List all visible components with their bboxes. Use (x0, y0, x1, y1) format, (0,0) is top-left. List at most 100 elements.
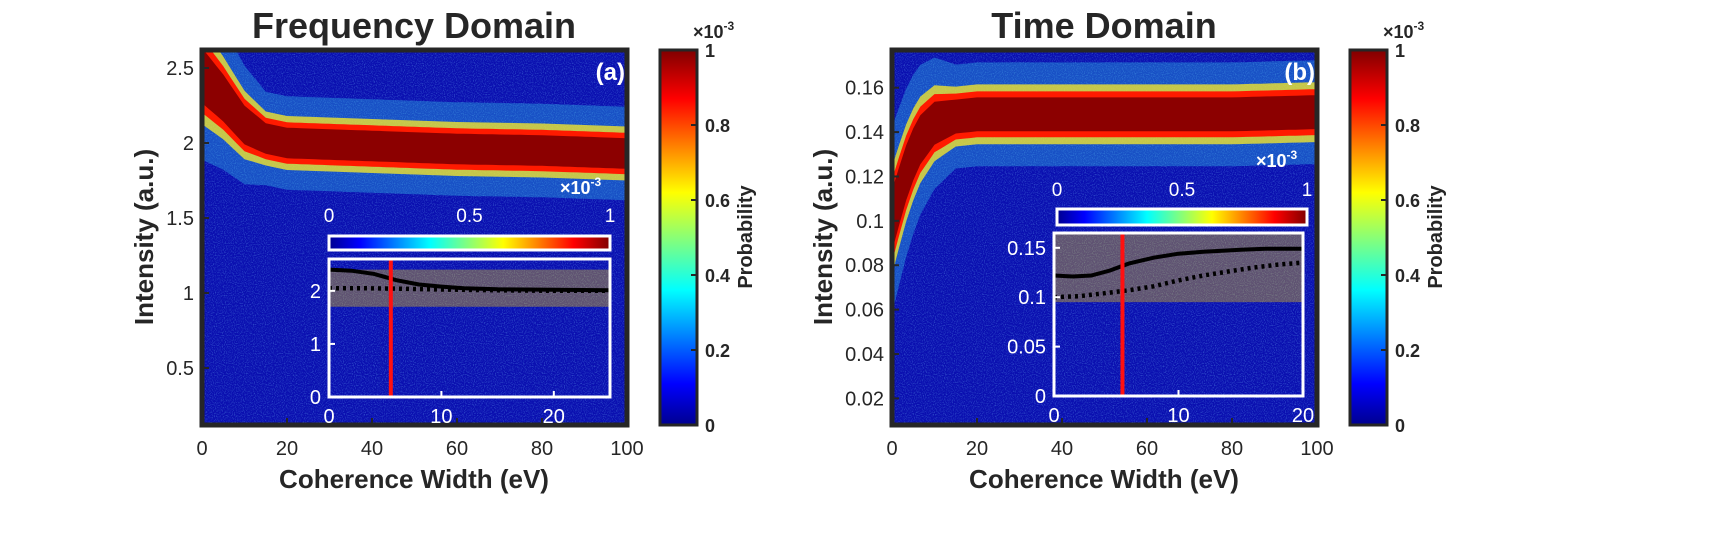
panel-a-inset-colorbar-ticks: 0 0.5 1 (324, 206, 616, 227)
panel-b-colorbar: ×10-3 0 0.2 0.4 0.6 0.8 1 Probability (1348, 19, 1447, 436)
x-tick-label: 40 (1051, 438, 1073, 460)
x-tick-label: 80 (531, 438, 553, 460)
panel-b-y-label: Intensity (a.u.) (808, 149, 838, 325)
panel-b-colorbar-label: Probability (1425, 184, 1447, 288)
y-tick-label: 2 (183, 133, 194, 155)
inset-x-tick-label: 0 (1048, 405, 1059, 427)
panel-a-inset-colorbar-bar (327, 234, 612, 252)
panel-b-x-label: Coherence Width (eV) (969, 464, 1239, 494)
panel-b-inset-solid-line (1054, 246, 1303, 279)
y-tick-label: 0.5 (166, 358, 194, 380)
y-tick-label: 0.16 (845, 78, 884, 100)
y-tick-label: 0.12 (845, 166, 884, 188)
panel-a-title: Frequency Domain (252, 5, 576, 46)
x-tick-label: 80 (1221, 438, 1243, 460)
panel-b-colorbar-bar (1348, 48, 1389, 427)
y-tick-label: 2.5 (166, 58, 194, 80)
panel-a-colorbar-ticks: 0 0.2 0.4 0.6 0.8 1 (691, 41, 730, 436)
inset-y-tick-label: 2 (310, 281, 321, 303)
panel-a-panel-label: (a) (596, 59, 625, 86)
panel-a-inset-x-ticks: 0 10 20 (323, 391, 565, 428)
x-tick-label: 0 (886, 438, 897, 460)
inset-colorbar-tick-label: 0.5 (1169, 180, 1195, 201)
panel-b-colorbar-ticks: 0 0.2 0.4 0.6 0.8 1 (1381, 41, 1420, 436)
panel-b-colorbar-exponent: ×10-3 (1383, 19, 1425, 42)
panel-b-frame (889, 47, 1320, 428)
panel-b-x-ticks: 0 20 40 60 80 100 (886, 418, 1334, 460)
inset-colorbar-tick-label: 1 (605, 206, 616, 227)
panel-a-inset-y-ticks: 0 1 2 (310, 281, 335, 409)
colorbar-tick-label: 1 (705, 41, 715, 61)
panel-b-inset-colorbar-ticks: 0 0.5 1 (1052, 180, 1313, 201)
inset-y-tick-label: 0.15 (1007, 238, 1046, 260)
panel-a-inset-dotted-line (329, 285, 610, 294)
inset-y-tick-label: 0.1 (1018, 287, 1046, 309)
x-tick-label: 60 (446, 438, 468, 460)
colorbar-tick-label: 1 (1395, 41, 1405, 61)
inset-y-tick-label: 0 (1035, 386, 1046, 408)
panel-b-ridge-band-dark (892, 95, 1317, 252)
y-tick-label: 0.14 (845, 122, 884, 144)
inset-x-tick-label: 0 (323, 406, 334, 428)
y-tick-label: 1.5 (166, 208, 194, 230)
panel-a: Frequency Domain 0 20 40 60 80 100 0.511.522.… (129, 5, 757, 494)
colorbar-tick-label: 0.4 (1395, 266, 1420, 286)
panel-a-inset-noise (329, 259, 610, 397)
y-tick-label: 0.02 (845, 388, 884, 410)
panel-b-inset-exponent: ×10-3 (1256, 148, 1298, 171)
colorbar-tick-label: 0 (705, 416, 715, 436)
colorbar-tick-label: 0.2 (705, 341, 730, 361)
colorbar-tick-label: 0.8 (705, 116, 730, 136)
y-tick-label: 0.1 (856, 211, 884, 233)
panel-a-colorbar: ×10-3 0 0.2 0.4 0.6 0.8 1 Probability (658, 19, 757, 436)
y-tick-label: 0.08 (845, 255, 884, 277)
inset-colorbar-tick-label: 1 (1302, 180, 1313, 201)
inset-colorbar-tick-label: 0 (324, 206, 335, 227)
panel-b-panel-label: (b) (1284, 59, 1315, 86)
colorbar-tick-label: 0.6 (1395, 191, 1420, 211)
panel-b-inset-y-ticks: 0 0.05 0.1 0.15 (1007, 238, 1060, 408)
inset-colorbar-tick-label: 0.5 (456, 206, 482, 227)
inset-x-tick-label: 10 (430, 406, 452, 428)
x-tick-label: 60 (1136, 438, 1158, 460)
colorbar-tick-label: 0 (1395, 416, 1405, 436)
panel-b: Time Domain 0 20 40 60 80 100 0.020.040.060.0… (808, 5, 1447, 494)
inset-y-tick-label: 1 (310, 334, 321, 356)
panel-b-inset-noise (1054, 233, 1303, 396)
panel-b-inset-x-ticks: 0 10 20 (1048, 390, 1314, 427)
panel-b-inset-colorbar-bar (1055, 207, 1309, 227)
panel-b-inset-band (1054, 233, 1303, 303)
panel-a-inset: 0 10 20 0 1 2 (310, 257, 612, 428)
panel-a-x-label: Coherence Width (eV) (279, 464, 549, 494)
panel-b-y-ticks: 0.02 0.04 0.06 0.08 0.1 0.12 0.14 0.16 (845, 78, 899, 410)
inset-x-tick-label: 10 (1167, 405, 1189, 427)
panel-a-ridge-band-dark (202, 50, 627, 169)
panel-b-ridge-band-red (892, 89, 1317, 263)
panel-b-title: Time Domain (991, 5, 1216, 46)
inset-x-tick-label: 20 (1292, 405, 1314, 427)
panel-b-inset-colorbar: ×10-3 0 0.5 1 (1052, 148, 1313, 227)
panel-a-colorbar-label: Probability (735, 184, 757, 288)
panel-a-frame (199, 47, 630, 428)
panel-b-inset-dotted-line (1054, 260, 1303, 300)
x-tick-label: 20 (966, 438, 988, 460)
inset-y-tick-label: 0.05 (1007, 337, 1046, 359)
panel-a-colorbar-bar (658, 48, 699, 427)
y-tick-label: 0.04 (845, 344, 884, 366)
colorbar-tick-label: 0.6 (705, 191, 730, 211)
x-tick-label: 40 (361, 438, 383, 460)
x-tick-label: 20 (276, 438, 298, 460)
x-tick-label: 100 (1300, 438, 1333, 460)
y-tick-label: 0.06 (845, 300, 884, 322)
panel-a-inset-frame (327, 257, 612, 399)
inset-colorbar-tick-label: 0 (1052, 180, 1063, 201)
panel-a-colorbar-exponent: ×10-3 (693, 19, 735, 42)
colorbar-tick-label: 0.2 (1395, 341, 1420, 361)
panel-a-inset-exponent: ×10-3 (560, 175, 602, 198)
colorbar-tick-label: 0.4 (705, 266, 730, 286)
panel-a-y-label: Intensity (a.u.) (129, 149, 159, 325)
x-tick-label: 100 (610, 438, 643, 460)
panel-b-inset: 0 10 20 0 0.05 0.1 0.15 (1007, 231, 1314, 427)
inset-x-tick-label: 20 (543, 406, 565, 428)
